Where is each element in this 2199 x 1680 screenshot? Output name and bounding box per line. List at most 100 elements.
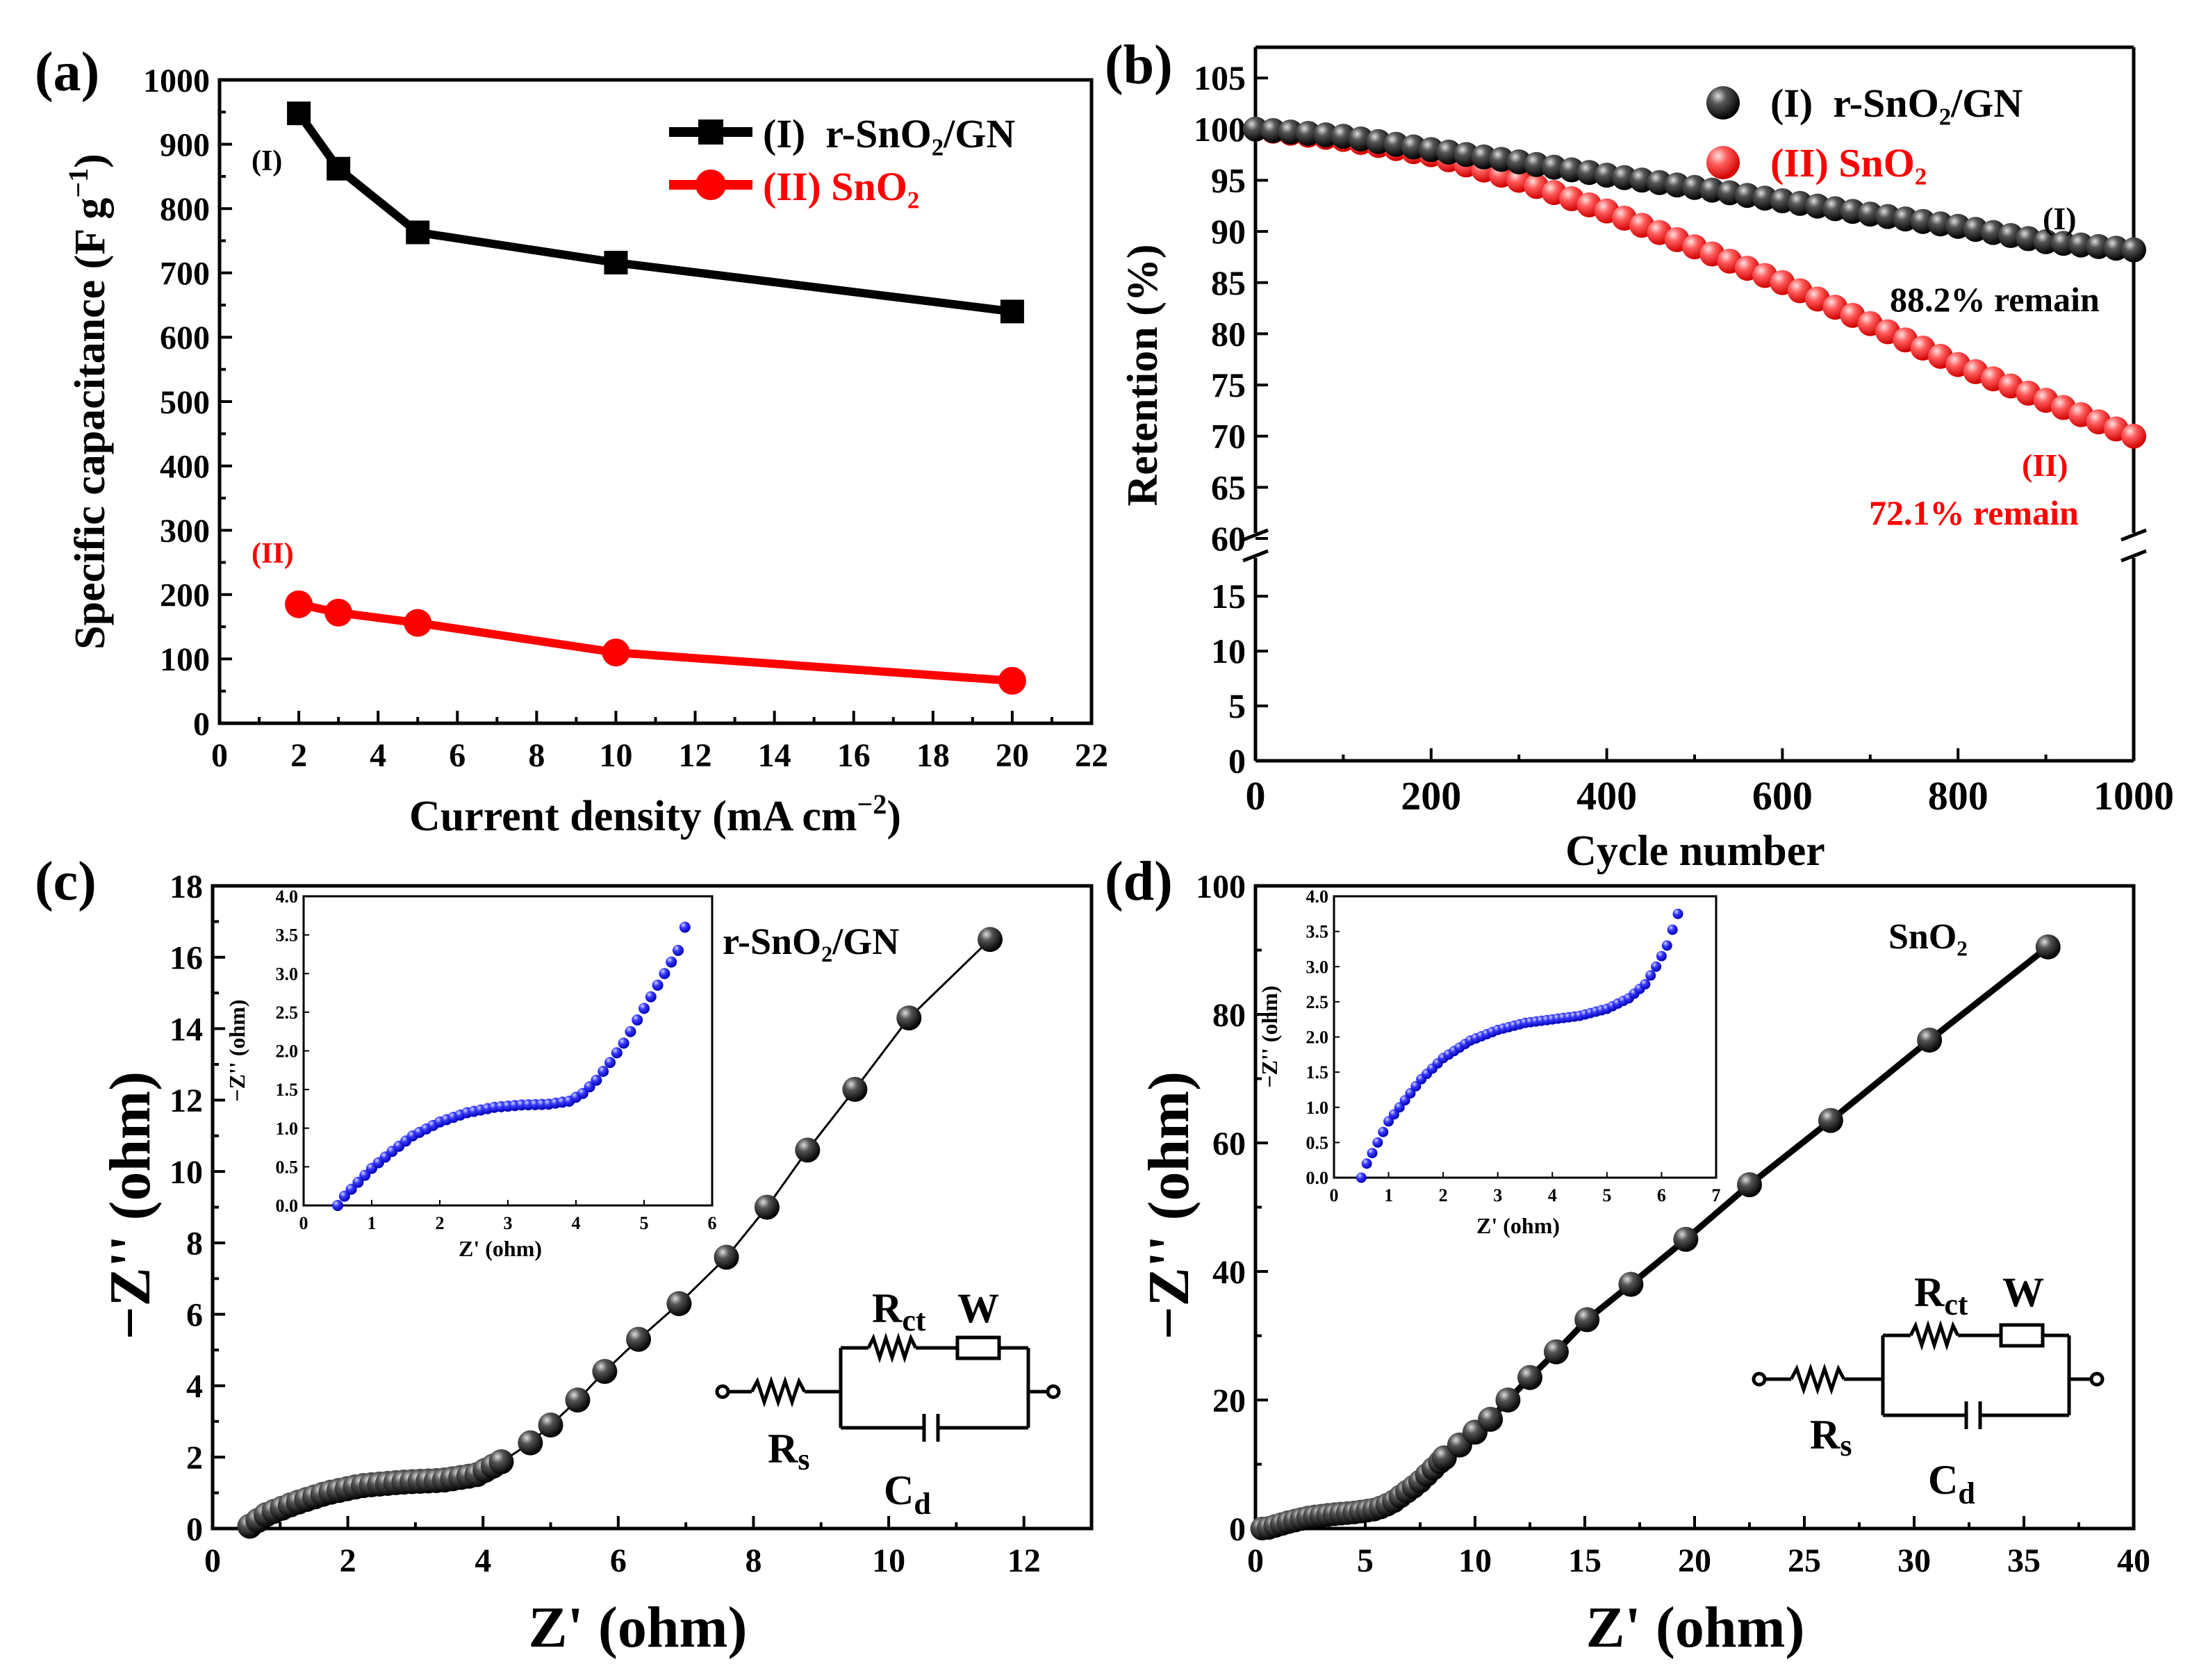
y-tick-label: 0 — [1228, 741, 1246, 780]
y-tick-label: 0 — [186, 1511, 203, 1548]
x-tick-label: 0 — [204, 1542, 221, 1579]
x-tick-label: 12 — [1007, 1542, 1041, 1579]
y-tick-label: 0 — [1229, 1511, 1246, 1548]
data-point — [1673, 1226, 1699, 1252]
y-tick-label: 2.5 — [276, 1003, 299, 1023]
inset-data-point — [1383, 1116, 1394, 1127]
data-point — [565, 1387, 591, 1413]
x-tick-label: 7 — [1712, 1185, 1721, 1205]
panel-a-data — [285, 101, 1026, 695]
x-tick-label: 8 — [528, 737, 545, 774]
data-point — [1917, 1028, 1943, 1053]
inset-data-point — [659, 968, 670, 980]
y-tick-label: 15 — [1211, 577, 1246, 616]
inset-data-point — [332, 1200, 343, 1211]
data-point — [1517, 1365, 1542, 1390]
y-tick-label: 3.0 — [1306, 957, 1329, 977]
y-tick-label: 2.0 — [276, 1041, 299, 1062]
y-tick-label: 18 — [170, 868, 203, 905]
y-tick-label: 2 — [186, 1440, 203, 1476]
panel-c-circuit-w: W — [957, 1285, 999, 1331]
x-tick-label: 10 — [872, 1542, 905, 1579]
data-point — [1495, 1387, 1521, 1413]
inset-data-point — [652, 979, 664, 991]
data-point-circle — [324, 598, 353, 627]
x-tick-label: 400 — [1576, 773, 1637, 818]
inset-data-point — [625, 1026, 636, 1037]
inset-data-point — [1410, 1080, 1422, 1092]
data-point — [626, 1326, 652, 1352]
data-point — [592, 1358, 618, 1384]
y-tick-label: 1000 — [143, 63, 210, 99]
inset-data-point — [1356, 1172, 1367, 1183]
y-tick-label: 1.0 — [1306, 1098, 1329, 1118]
x-tick-label: 1000 — [2093, 773, 2174, 818]
x-tick-label: 2 — [1439, 1185, 1448, 1205]
inset-data-point — [604, 1057, 616, 1069]
y-tick-label: 0.5 — [1306, 1133, 1329, 1153]
x-tick-label: 4 — [475, 1542, 491, 1579]
inset-data-point — [645, 991, 657, 1003]
y-tick-label: 1.5 — [1306, 1062, 1329, 1082]
data-point-circle — [404, 609, 432, 637]
inset-data-point — [611, 1047, 623, 1059]
inset-data-point — [1361, 1158, 1372, 1169]
data-point-circle — [285, 590, 313, 618]
panel-c-inset-axes: 0 1 2 3 4 5 6 0.0 0.5 1.0 1.5 2.0 2.5 3.0 3.5 4.0 — [276, 887, 717, 1233]
data-point — [714, 1244, 739, 1270]
x-tick-label: 0 — [1330, 1185, 1339, 1205]
x-tick-label: 800 — [1928, 773, 1988, 818]
panel-d-inset-axes: 0 1 2 3 4 5 6 7 0.0 0.5 1.0 1.5 2.0 2.5 3.0 3.5 4.0 — [1306, 887, 1721, 1205]
x-tick-label: 35 — [2007, 1542, 2041, 1579]
x-tick-label: 1 — [368, 1213, 377, 1233]
panel-c-circuit-cd: Cd — [884, 1467, 931, 1521]
data-point-circle — [602, 639, 630, 667]
y-tick-label: 2.0 — [1306, 1028, 1329, 1048]
legend-a-series2: (II) SnO₂ — [763, 164, 919, 209]
inset-data-point — [598, 1065, 609, 1077]
panel-c-circuit-rs: Rs — [768, 1426, 809, 1476]
panel-d-label: (d) — [1105, 851, 1173, 912]
panel-a-label: (a) — [35, 42, 99, 103]
panel-c-inset-xlabel: Z' (ohm) — [459, 1236, 542, 1261]
data-point — [1818, 1107, 1843, 1133]
panel-d-inset: 0 1 2 3 4 5 6 7 0.0 0.5 1.0 1.5 2.0 2.5 3.0 3.5 4.0 Z' (… — [1257, 887, 1721, 1238]
panel-b-label-I: (I) — [2043, 201, 2077, 236]
panel-d-circuit-rct: Rct — [1914, 1269, 1968, 1321]
y-tick-label: 95 — [1211, 160, 1246, 199]
y-tick-label: 0 — [193, 706, 210, 743]
inset-data-point — [673, 944, 684, 956]
data-point — [978, 927, 1003, 953]
y-tick-label: 3.0 — [276, 964, 299, 984]
inset-data-point — [1651, 961, 1662, 972]
panel-d-title: SnO₂ — [1888, 917, 1968, 957]
panel-a-label-I: (I) — [252, 145, 282, 177]
x-tick-label: 8 — [745, 1542, 761, 1579]
x-tick-label: 6 — [1657, 1185, 1666, 1205]
data-point — [666, 1291, 692, 1317]
y-tick-label: 12 — [170, 1082, 203, 1119]
inset-data-point — [639, 1003, 650, 1014]
y-tick-label: 4 — [186, 1368, 203, 1405]
y-tick-label: 6 — [186, 1296, 203, 1333]
x-tick-label: 0 — [1246, 773, 1266, 818]
panel-d-inset-data — [1356, 908, 1683, 1183]
x-tick-label: 5 — [1357, 1542, 1374, 1579]
x-tick-label: 600 — [1752, 773, 1813, 818]
inset-data-point — [666, 956, 677, 968]
data-point — [842, 1076, 868, 1102]
x-tick-label: 3 — [1493, 1185, 1502, 1205]
y-tick-label: 100 — [1196, 868, 1246, 905]
y-tick-label: 0.5 — [276, 1157, 299, 1177]
x-tick-label: 18 — [916, 737, 950, 774]
panel-b-note-II: 72.1% remain — [1869, 493, 2079, 532]
data-point — [518, 1430, 543, 1456]
y-tick-label: 10 — [170, 1154, 203, 1191]
y-tick-label: 1.0 — [276, 1119, 299, 1139]
y-tick-label: 100 — [1194, 110, 1246, 149]
y-tick-label: 90 — [1211, 212, 1246, 251]
x-tick-label: 6 — [610, 1542, 627, 1579]
panel-c-inset: 0 1 2 3 4 5 6 0.0 0.5 1.0 1.5 2.0 2.5 3.0 3.5 4.0 Z' (o… — [224, 887, 717, 1261]
